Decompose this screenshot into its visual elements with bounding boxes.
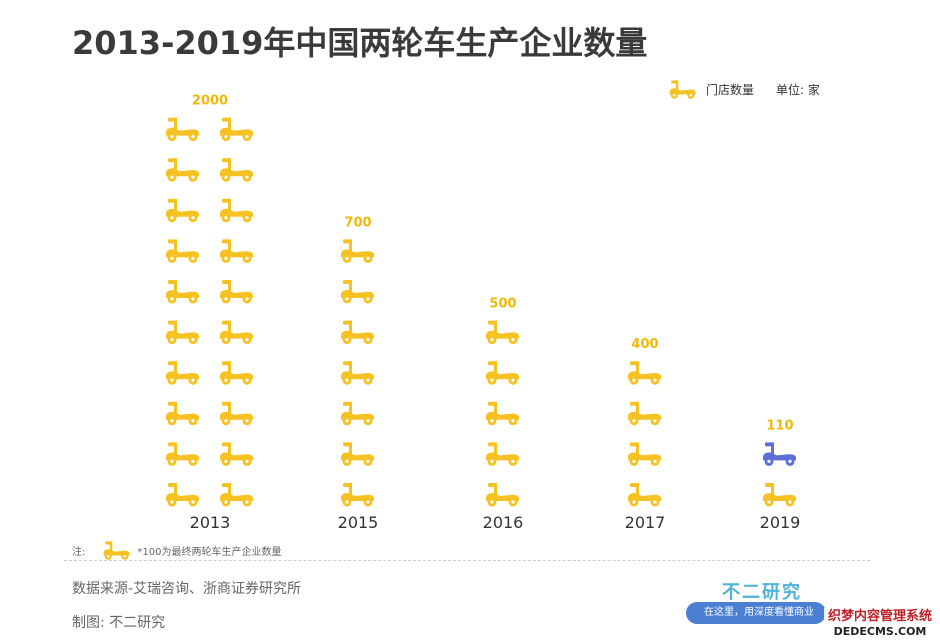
maker-text: 制图: 不二研究 [72,615,166,631]
data-label-2019: 110 [766,418,793,433]
scooter-icon-2015-2 [341,442,374,466]
watermark-sub: DEDECMS.COM [833,625,927,638]
scooter-icon-2019-1 [763,483,796,507]
scooter-icon-2013-13 [220,401,253,426]
category-label-2016: 2016 [483,513,524,532]
scooter-icon-2013-10 [166,117,199,142]
scooter-icon-2013-9 [166,158,199,182]
scooter-icon-2013-20 [220,117,253,142]
legend: 门店数量 单位: 家 [668,78,820,100]
scooter-icon-2013-11 [220,483,253,507]
scooter-icon-2015-3 [341,401,374,426]
scooter-icon-2013-12 [220,442,253,466]
scooter-icon-2013-14 [220,361,253,385]
brand-logo: 不二研究 [722,582,802,603]
scooter-icon-2017-3 [628,401,661,426]
scooter-icon-2015-5 [341,320,374,345]
scooter-icon-2013-16 [220,280,253,304]
scooter-icon-2016-1 [486,483,519,507]
scooter-icon-2013-17 [220,239,253,263]
scooter-icon-2015-7 [341,239,374,263]
scooter-icon-2013-6 [166,280,199,304]
scooter-icon-2013-3 [166,401,199,426]
page-title: 2013-2019年中国两轮车生产企业数量 [72,24,648,62]
source-text: 数据来源-艾瑞咨询、浙商证券研究所 [72,581,302,597]
legend-label: 门店数量 [706,82,755,97]
scooter-icon-2017-4 [628,361,661,385]
scooter-icon-2016-4 [486,361,519,385]
scooter-icon-2015-1 [341,483,374,507]
scooter-icon [104,541,130,560]
watermark: 织梦内容管理系统 DEDECMS.COM [823,608,936,640]
scooter-icon-2016-2 [486,442,519,466]
scooter-icon-2013-18 [220,198,253,223]
scooter-icon-2013-5 [166,320,199,345]
scooter-icon-2013-2 [166,442,199,466]
scooter-icon-2013-4 [166,361,199,385]
watermark-main: 织梦内容管理系统 [827,609,932,624]
scooter-icon-2017-1 [628,483,661,507]
scooter-icon-2013-1 [166,483,199,507]
unit-label: 单位: 家 [776,82,820,97]
note: 注: *100为最终两轮车生产企业数量 [72,538,281,562]
scooter-icon-2015-6 [341,280,374,304]
data-label-2016: 500 [489,297,516,312]
scooter-icon-2013-19 [220,158,253,182]
scooter-icon-2015-4 [341,361,374,385]
scooter-icon-2013-8 [166,198,199,223]
scooter-icon-2013-7 [166,239,199,263]
data-label-2013: 2000 [192,94,228,109]
scooter-icon-2017-2 [628,442,661,466]
note-prefix: 注: [72,546,86,558]
scooter-icon-2016-5 [486,320,519,345]
data-label-2017: 400 [631,337,658,352]
scooter-icon-2016-3 [486,401,519,426]
brand-tagline: 在这里，用深度看懂商业 [686,602,826,624]
scooter-icon-2019-2 [763,442,796,466]
category-label-2015: 2015 [338,513,379,532]
data-label-2015: 700 [344,215,371,230]
category-label-2013: 2013 [190,513,231,532]
scooter-icon [669,80,696,99]
pictogram-chart: 2000 2013 700 2015 500 2016 400 2017 110 2019 [166,94,801,532]
scooter-icon-2013-15 [220,320,253,345]
category-label-2019: 2019 [760,513,801,532]
category-label-2017: 2017 [625,513,666,532]
divider [64,560,870,561]
note-text: *100为最终两轮车生产企业数量 [137,546,282,558]
